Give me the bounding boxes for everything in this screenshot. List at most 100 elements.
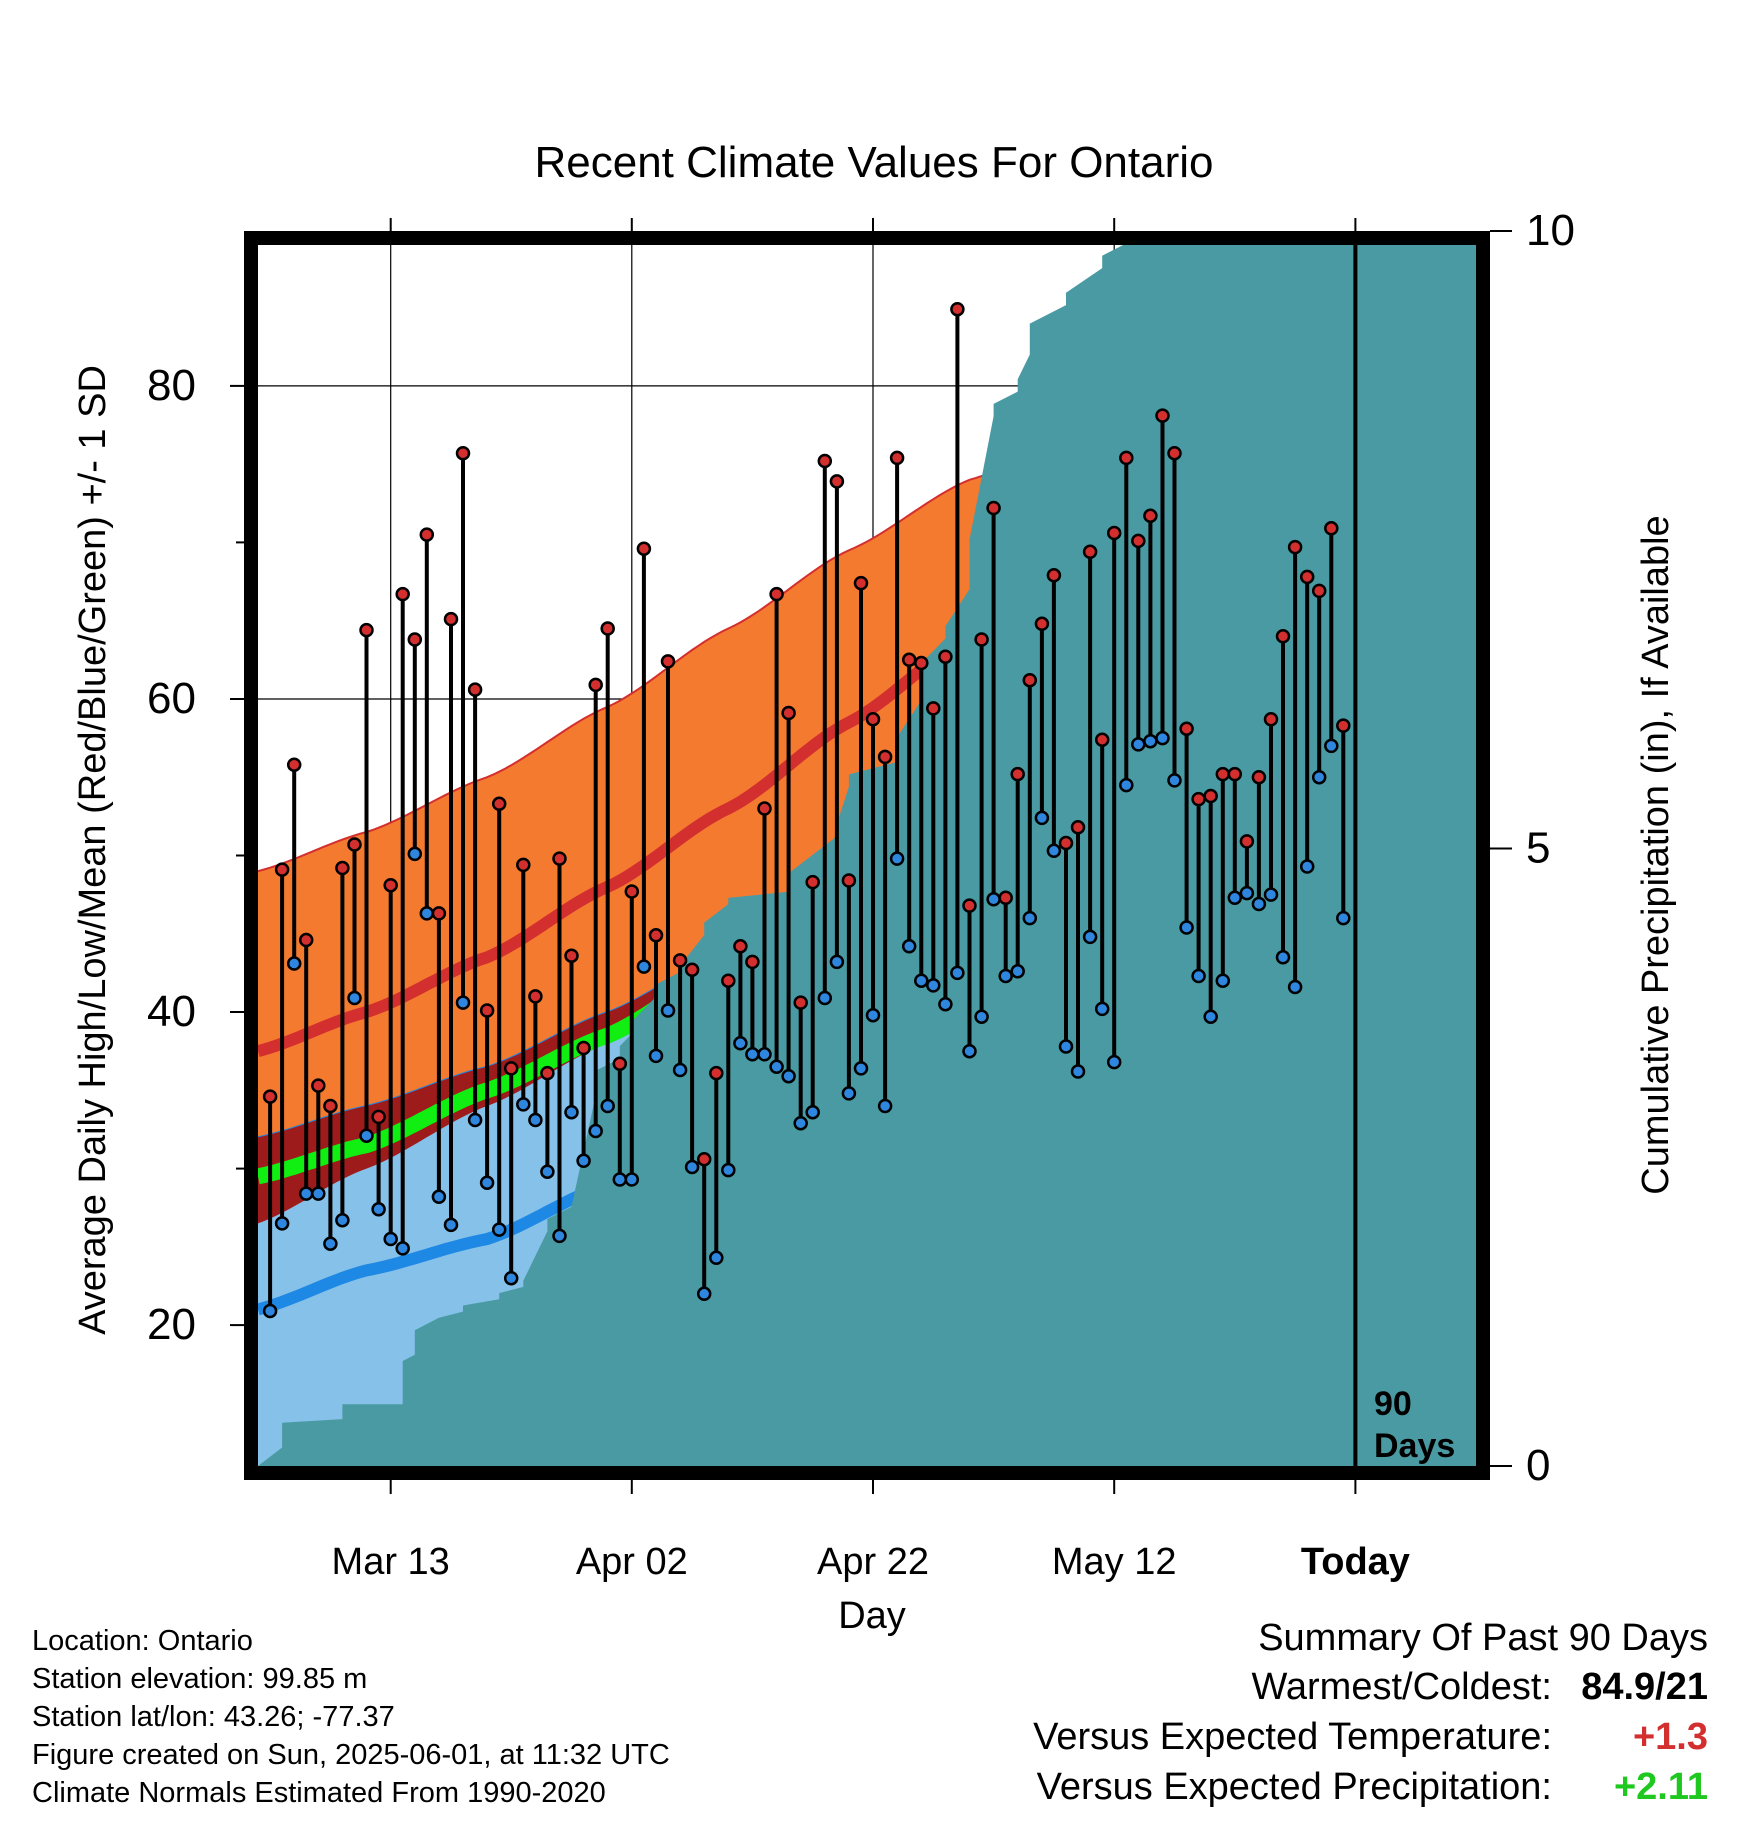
precip-area xyxy=(258,245,1476,1466)
low-point xyxy=(865,1007,881,1023)
low-point xyxy=(660,1003,676,1018)
y-axis: 20 40 60 80 xyxy=(147,361,244,1349)
low-point xyxy=(262,1303,278,1319)
high-point xyxy=(648,928,664,943)
high-point xyxy=(733,939,748,954)
high-point xyxy=(636,541,652,556)
precip-label: Versus Expected Precipitation: xyxy=(1036,1766,1552,1808)
high-point xyxy=(479,1003,495,1018)
low-point xyxy=(1336,910,1351,926)
info-latlon: Station lat/lon: 43.26; -77.37 xyxy=(32,1701,395,1733)
precip-value: +2.11 xyxy=(1613,1766,1708,1808)
high-point xyxy=(1119,450,1134,466)
high-point xyxy=(926,701,941,716)
high-point xyxy=(1034,616,1050,632)
high-point xyxy=(528,989,543,1004)
low-point xyxy=(1119,777,1134,793)
high-point xyxy=(757,801,772,816)
low-point xyxy=(1058,1039,1074,1054)
high-point xyxy=(311,1078,326,1093)
today-label-number: 90 xyxy=(1374,1385,1412,1423)
low-point xyxy=(479,1175,495,1190)
high-point xyxy=(805,874,820,890)
high-point xyxy=(1251,769,1267,785)
high-point xyxy=(262,1089,278,1104)
low-point xyxy=(950,965,965,981)
high-point xyxy=(853,575,869,591)
low-point xyxy=(1251,896,1267,912)
high-point xyxy=(576,1040,591,1056)
plot-area: 90 Days xyxy=(258,245,1476,1466)
low-point xyxy=(395,1241,410,1256)
low-point xyxy=(1299,859,1315,874)
high-point xyxy=(395,586,410,602)
high-point xyxy=(1275,629,1291,644)
high-point xyxy=(407,632,423,647)
high-point xyxy=(684,962,700,978)
chart-title: Recent Climate Values For Ontario xyxy=(534,138,1213,187)
x-tick-label: Today xyxy=(1301,1541,1410,1583)
high-point xyxy=(1336,718,1351,733)
x-tick-label: May 12 xyxy=(1052,1541,1177,1583)
low-point xyxy=(1203,1009,1218,1024)
high-point xyxy=(781,705,796,721)
low-point xyxy=(1070,1064,1086,1079)
high-point xyxy=(516,857,531,873)
low-point xyxy=(636,959,652,974)
high-point xyxy=(1082,544,1098,560)
low-point xyxy=(938,996,953,1012)
x-tick-label: Apr 22 xyxy=(817,1541,929,1583)
low-point xyxy=(588,1123,603,1139)
high-point xyxy=(1287,539,1303,555)
high-point xyxy=(467,682,483,697)
warmest-value: 84.9/21 xyxy=(1581,1666,1708,1708)
x-axis: Mar 13 Apr 02 Apr 22 May 12 Today xyxy=(332,218,1410,1583)
low-point xyxy=(383,1231,398,1247)
low-point xyxy=(1227,890,1243,906)
y2-tick-label: 10 xyxy=(1526,206,1575,255)
low-point xyxy=(491,1222,507,1237)
high-point xyxy=(1022,672,1038,688)
low-point xyxy=(1215,973,1231,988)
low-point xyxy=(1106,1054,1122,1070)
low-point xyxy=(1010,964,1025,979)
low-point xyxy=(841,1086,857,1101)
low-point xyxy=(443,1217,459,1233)
station-info: Location: Ontario Station elevation: 99.… xyxy=(32,1622,670,1812)
low-point xyxy=(1034,810,1050,826)
high-point xyxy=(455,445,471,461)
high-point xyxy=(865,712,881,727)
high-point xyxy=(431,906,447,921)
low-point xyxy=(528,1112,543,1128)
low-point xyxy=(323,1236,338,1251)
high-point xyxy=(793,995,808,1010)
high-point xyxy=(709,1065,724,1081)
high-point xyxy=(1311,583,1327,599)
y2-tick-label: 0 xyxy=(1526,1441,1550,1490)
low-point xyxy=(1082,929,1098,945)
high-point xyxy=(419,527,435,542)
low-point xyxy=(805,1104,820,1120)
low-point xyxy=(974,1009,989,1024)
high-point xyxy=(1227,766,1243,782)
y-axis-label: Average Daily High/Low/Mean (Red/Blue/Gr… xyxy=(72,365,114,1335)
low-point xyxy=(962,1043,977,1059)
plot-frame xyxy=(244,231,1490,1480)
high-point xyxy=(1010,766,1025,782)
low-point xyxy=(311,1186,326,1201)
y2-axis: 051015 xyxy=(1490,206,1575,1490)
daily-ranges xyxy=(262,301,1351,1319)
y-tick-label: 60 xyxy=(147,674,196,723)
low-point xyxy=(853,1061,869,1076)
low-point xyxy=(516,1097,531,1112)
info-created: Figure created on Sun, 2025-06-01, at 11… xyxy=(32,1739,670,1771)
high-point xyxy=(660,654,676,669)
high-point xyxy=(672,953,688,968)
high-point xyxy=(950,301,965,317)
high-point xyxy=(1299,569,1315,585)
low-point xyxy=(347,990,362,1006)
low-point xyxy=(467,1112,483,1128)
high-point xyxy=(998,890,1013,906)
low-point xyxy=(1022,910,1038,926)
high-point xyxy=(1324,521,1339,536)
